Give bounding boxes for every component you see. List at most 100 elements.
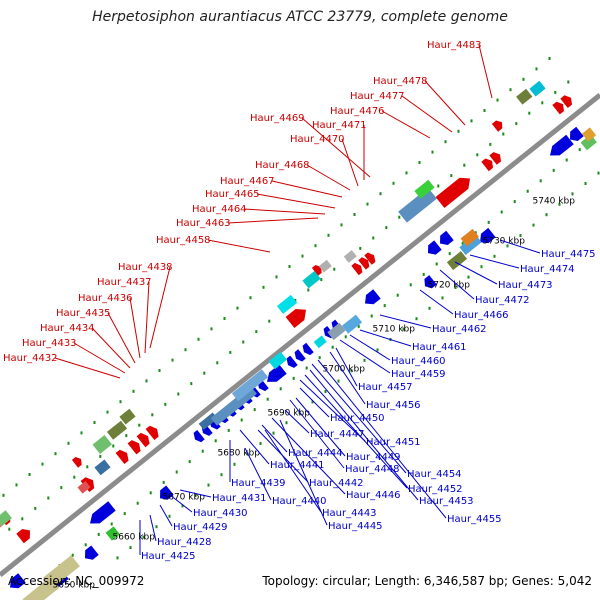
feature-box — [268, 351, 287, 370]
reverse-gene — [90, 501, 116, 524]
reverse-gene-label: Haur_4449 — [346, 452, 401, 463]
track-dot — [314, 244, 317, 248]
track-dot — [275, 275, 278, 279]
track-dot — [136, 501, 139, 505]
reverse-gene — [480, 227, 496, 244]
scale-tick-label: 5700 kbp — [323, 365, 366, 375]
feature-box — [459, 234, 482, 255]
track-dot — [60, 486, 63, 490]
reverse-gene-label: Haur_4450 — [330, 413, 385, 424]
reverse-gene-label: Haur_4452 — [408, 484, 463, 495]
track-dot — [138, 423, 141, 427]
forward-gene-label: Haur_4435 — [56, 308, 111, 319]
track-dot — [86, 465, 89, 469]
track-dot — [428, 306, 431, 310]
reverse-label-leader — [349, 334, 391, 361]
track-dot — [233, 462, 236, 466]
forward-gene-label: Haur_4464 — [192, 204, 247, 215]
feature-box — [318, 259, 332, 273]
forward-label-leader — [256, 193, 336, 209]
track-dot — [489, 142, 492, 146]
feature-box — [313, 335, 327, 349]
track-dot — [461, 241, 464, 245]
track-dot — [210, 327, 213, 331]
track-dot — [415, 317, 418, 321]
forward-gene — [552, 101, 564, 115]
track-dot — [181, 504, 184, 508]
reverse-gene — [160, 485, 174, 500]
reverse-gene-label: Haur_4443 — [322, 508, 377, 519]
track-dot — [398, 215, 401, 219]
reverse-gene-label: Haur_4459 — [391, 369, 446, 380]
track-dot — [353, 213, 356, 216]
forward-gene-label: Haur_4438 — [118, 262, 173, 273]
track-dot — [125, 434, 128, 438]
map-title: Herpetosiphon aurantiacus ATCC 23779, co… — [92, 9, 508, 25]
track-dot — [444, 140, 447, 144]
forward-gene-label: Haur_4436 — [78, 293, 133, 304]
forward-gene — [560, 95, 572, 108]
track-dot — [435, 262, 438, 266]
feature-box — [119, 408, 136, 425]
track-dot — [54, 452, 57, 456]
track-dot — [483, 109, 486, 112]
track-dot — [476, 153, 479, 157]
track-dot — [366, 202, 369, 206]
feature-box — [94, 459, 111, 476]
forward-gene — [358, 257, 370, 270]
forward-gene-label: Haur_4483 — [427, 40, 482, 51]
feature-box — [231, 369, 269, 402]
track-dot — [379, 192, 382, 196]
track-dot — [402, 327, 405, 331]
track-dot — [502, 132, 505, 136]
reverse-gene-label: Haur_4439 — [231, 478, 286, 489]
forward-label-leader — [243, 208, 326, 215]
feature-box — [341, 314, 363, 334]
track-dot — [41, 462, 44, 466]
forward-gene-label: Haur_4434 — [40, 323, 95, 334]
track-dot — [463, 163, 466, 167]
reverse-gene — [85, 545, 99, 560]
track-dot — [168, 514, 171, 518]
reverse-label-leader — [329, 351, 366, 405]
reverse-gene-label: Haur_4462 — [432, 324, 487, 335]
reverse-gene-label: Haur_4425 — [141, 551, 196, 562]
reverse-label-leader — [335, 347, 358, 387]
forward-gene — [481, 158, 493, 172]
forward-gene — [136, 432, 150, 448]
track-dot — [285, 421, 288, 425]
track-dot — [227, 428, 230, 432]
reverse-label-leader — [239, 429, 270, 465]
track-dot — [207, 483, 210, 487]
track-dot — [571, 192, 574, 196]
reverse-label-leader — [419, 289, 454, 315]
forward-label-leader — [129, 297, 141, 359]
track-dot — [123, 512, 126, 516]
track-dot — [344, 335, 347, 339]
reverse-label-leader — [454, 261, 498, 285]
track-dot — [350, 369, 353, 373]
track-dot — [311, 400, 314, 404]
reverse-label-leader — [439, 269, 475, 300]
reverse-label-leader — [159, 504, 173, 527]
track-dot — [467, 275, 470, 279]
track-dot — [515, 122, 518, 126]
feature-box — [302, 271, 321, 289]
track-dot — [47, 496, 50, 500]
track-dot — [294, 298, 297, 302]
scale-tick-label: 5740 kbp — [533, 197, 576, 207]
track-dot — [437, 184, 440, 188]
track-dot — [545, 213, 548, 217]
forward-label-leader — [91, 327, 131, 369]
track-dot — [526, 189, 529, 193]
forward-label-leader — [424, 80, 466, 126]
reverse-gene-label: Haur_4445 — [328, 521, 383, 532]
track-dot — [119, 400, 122, 404]
track-dot — [149, 491, 152, 495]
reverse-label-leader — [244, 447, 272, 501]
forward-gene — [311, 265, 322, 276]
reverse-gene — [193, 430, 205, 443]
track-dot — [405, 171, 408, 175]
track-dot — [15, 483, 18, 487]
reverse-gene-label: Haur_4446 — [346, 490, 401, 501]
